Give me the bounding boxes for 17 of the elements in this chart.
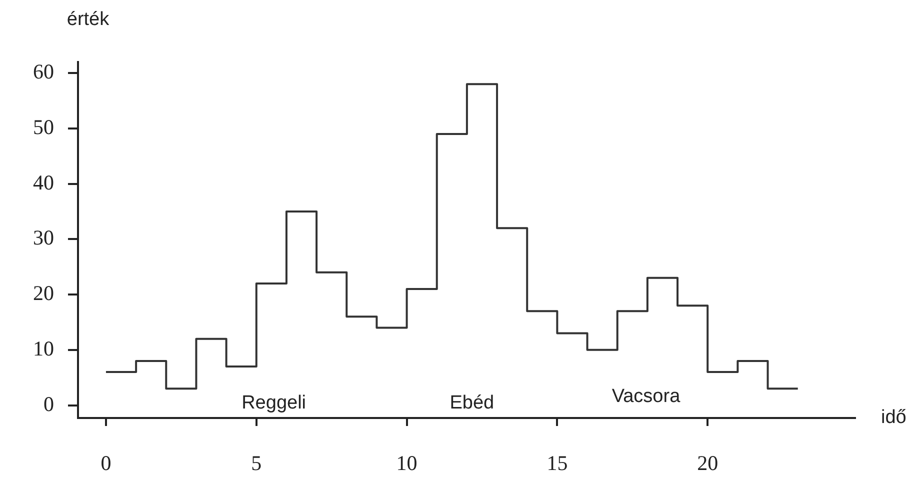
y-tick-label: 20 [33,281,54,306]
y-tick-label: 0 [44,392,54,416]
y-tick-label: 50 [33,114,54,139]
x-tick-label: 10 [396,451,418,476]
x-tick-label: 0 [100,451,112,476]
x-axis-title: idő [881,407,906,428]
x-tick-label: 5 [251,451,262,476]
y-tick-label: 30 [33,226,54,250]
y-tick-label: 10 [33,336,54,360]
annotation: Vacsora [612,386,681,407]
y-tick-label: 60 [33,60,54,84]
annotation: Reggeli [242,392,306,414]
x-tick-label: 15 [546,451,568,476]
annotation: Ebéd [450,392,494,414]
y-tick-label: 40 [33,170,54,194]
x-tick-label: 20 [697,451,718,476]
y-axis-title: érték [66,9,110,30]
